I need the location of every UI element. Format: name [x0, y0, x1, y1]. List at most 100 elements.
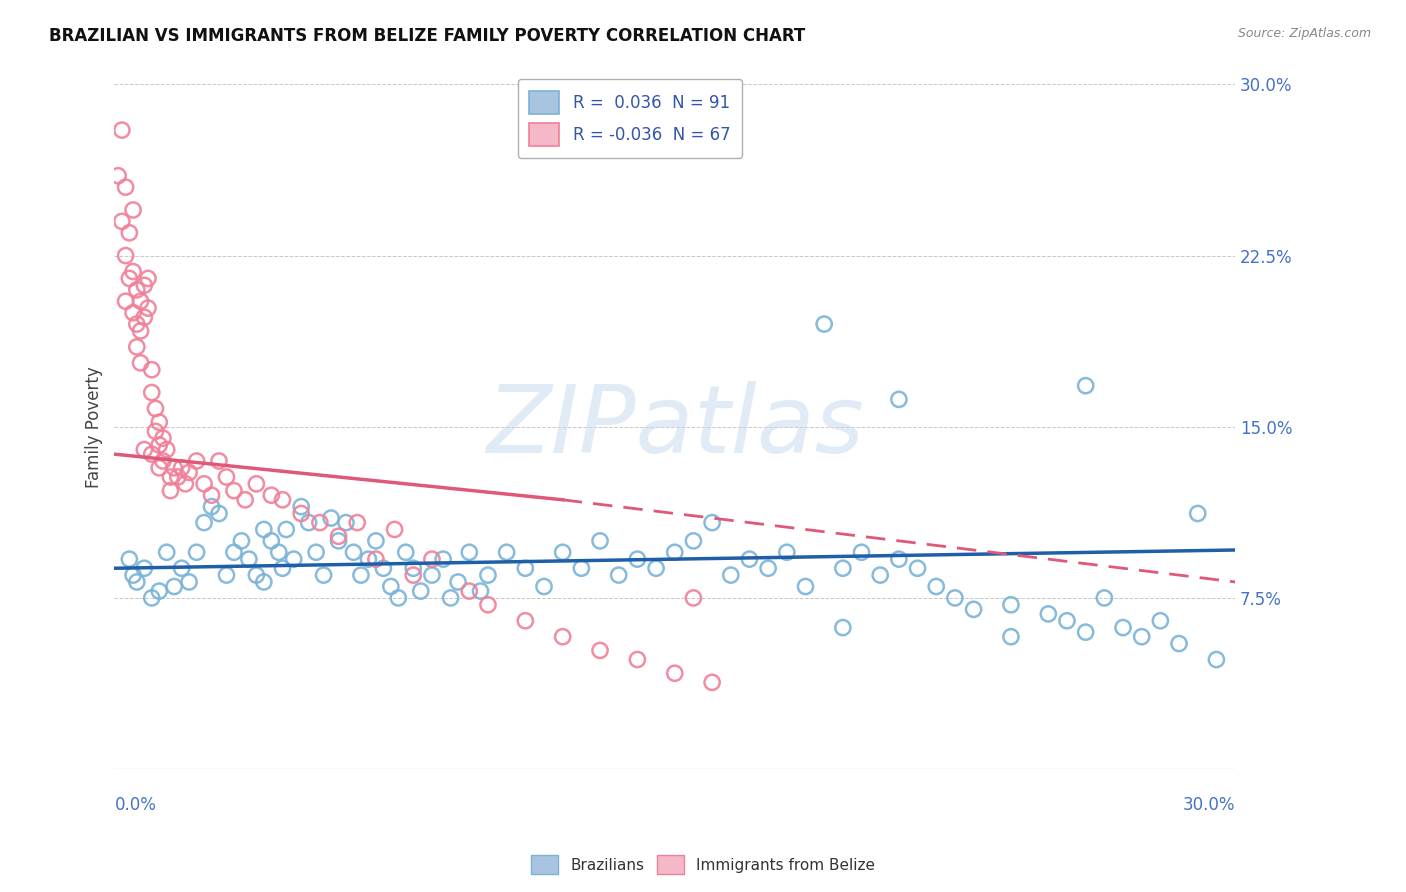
Point	[174, 476, 197, 491]
Point	[458, 545, 481, 559]
Point	[208, 507, 231, 521]
Point	[380, 580, 402, 594]
Point	[136, 271, 159, 285]
Point	[1168, 636, 1191, 650]
Point	[869, 568, 891, 582]
Point	[152, 454, 174, 468]
Point	[129, 294, 152, 309]
Point	[114, 294, 136, 309]
Point	[1130, 630, 1153, 644]
Point	[260, 533, 283, 548]
Point	[125, 317, 148, 331]
Point	[738, 552, 761, 566]
Point	[152, 431, 174, 445]
Point	[159, 483, 181, 498]
Point	[813, 317, 835, 331]
Point	[887, 392, 910, 407]
Point	[298, 516, 321, 530]
Point	[125, 340, 148, 354]
Point	[387, 591, 409, 605]
Point	[477, 598, 499, 612]
Point	[271, 492, 294, 507]
Point	[238, 552, 260, 566]
Y-axis label: Family Poverty: Family Poverty	[86, 366, 103, 488]
Point	[373, 561, 395, 575]
Point	[551, 630, 574, 644]
Point	[170, 460, 193, 475]
Point	[682, 591, 704, 605]
Point	[925, 580, 948, 594]
Point	[179, 574, 201, 589]
Point	[253, 523, 276, 537]
Point	[141, 385, 163, 400]
Point	[159, 470, 181, 484]
Point	[1038, 607, 1060, 621]
Point	[1056, 614, 1078, 628]
Point	[107, 169, 129, 183]
Point	[1112, 621, 1135, 635]
Point	[907, 561, 929, 575]
Point	[170, 561, 193, 575]
Point	[312, 568, 335, 582]
Point	[682, 533, 704, 548]
Point	[346, 516, 368, 530]
Point	[267, 545, 290, 559]
Point	[193, 476, 215, 491]
Point	[193, 516, 215, 530]
Point	[118, 552, 141, 566]
Point	[305, 545, 328, 559]
Point	[141, 447, 163, 461]
Point	[253, 574, 276, 589]
Point	[756, 561, 779, 575]
Point	[1000, 598, 1022, 612]
Point	[357, 552, 380, 566]
Point	[626, 552, 648, 566]
Point	[319, 511, 342, 525]
Point	[831, 561, 853, 575]
Point	[664, 545, 686, 559]
Point	[141, 362, 163, 376]
Point	[350, 568, 373, 582]
Point	[148, 584, 170, 599]
Legend: Brazilians, Immigrants from Belize: Brazilians, Immigrants from Belize	[524, 849, 882, 880]
Point	[260, 488, 283, 502]
Point	[200, 488, 222, 502]
Point	[447, 574, 470, 589]
Point	[208, 454, 231, 468]
Text: Source: ZipAtlas.com: Source: ZipAtlas.com	[1237, 27, 1371, 40]
Point	[290, 500, 312, 514]
Point	[271, 561, 294, 575]
Point	[222, 545, 245, 559]
Point	[458, 584, 481, 599]
Point	[1205, 652, 1227, 666]
Point	[145, 401, 167, 416]
Point	[626, 652, 648, 666]
Point	[215, 568, 238, 582]
Point	[364, 552, 387, 566]
Point	[551, 545, 574, 559]
Point	[245, 476, 267, 491]
Point	[222, 483, 245, 498]
Point	[134, 278, 156, 293]
Point	[589, 533, 612, 548]
Point	[477, 568, 499, 582]
Point	[309, 516, 332, 530]
Point	[1000, 630, 1022, 644]
Point	[962, 602, 984, 616]
Point	[328, 529, 350, 543]
Point	[409, 584, 432, 599]
Point	[163, 460, 186, 475]
Point	[141, 591, 163, 605]
Point	[515, 614, 537, 628]
Point	[156, 442, 179, 457]
Point	[122, 306, 145, 320]
Point	[1074, 625, 1097, 640]
Point	[122, 568, 145, 582]
Point	[607, 568, 630, 582]
Point	[179, 466, 201, 480]
Point	[720, 568, 742, 582]
Point	[148, 415, 170, 429]
Point	[664, 666, 686, 681]
Point	[114, 180, 136, 194]
Point	[145, 425, 167, 439]
